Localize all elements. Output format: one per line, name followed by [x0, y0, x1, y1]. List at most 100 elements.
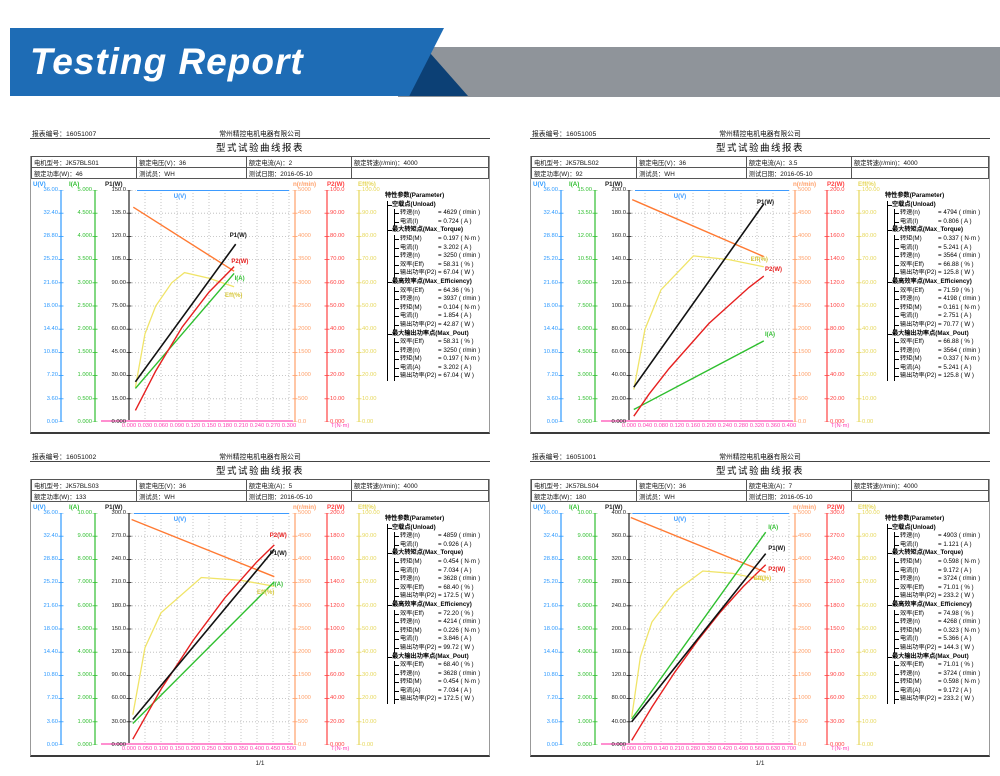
axis-tick-label: 3000 [298, 279, 311, 286]
param-row: 电流(A) = 5.241 ( A ) [895, 364, 991, 373]
param-row: 转速(n) = 3564 ( r/min ) [895, 347, 991, 356]
axis-tick-label: 7.000 [77, 579, 92, 586]
info-cell: 额定电压(V)：36 [136, 479, 247, 491]
curve-label: P1(W) [757, 199, 774, 206]
x-tick-label: 0.280 [733, 423, 749, 429]
info-cell: 额定电压(V)：36 [136, 156, 247, 168]
param-value: = 2.751 ( A ) [938, 312, 972, 320]
param-row: 输出功率(P2) = 99.72 ( W ) [395, 644, 491, 653]
axis-tick-label: 40.00 [362, 326, 377, 332]
info-cell: 测试日期：2016-05-10 [245, 490, 352, 502]
param-rows: 效率(Eff) = 66.88 ( % ) 转速(n) = 3564 ( r/min … [894, 338, 991, 382]
x-tick-label: 0.320 [749, 423, 765, 429]
test-report-panel: 报表编号：16051002 常州精控电机电器有限公司 型式试验曲线报表 电机型号… [30, 448, 490, 771]
x-tick-label: 0.000 [121, 746, 137, 752]
param-label: 电流(I) [400, 312, 419, 320]
axis-tick-label: 2.000 [77, 695, 92, 702]
axis-tick-label: 3500 [798, 579, 811, 586]
info-row: 额定功率(W)：133 测试员：WH 测试日期：2016-05-10 [30, 490, 490, 502]
curve-label: Eff(%) [225, 292, 243, 299]
axis-tick-label: 3.60 [46, 718, 58, 725]
param-value: = 0.337 ( N·m ) [938, 355, 980, 363]
param-value: = 0.724 ( A ) [438, 217, 472, 225]
param-value: = 125.8 ( W ) [938, 372, 974, 380]
axis-tick-label: 40.00 [862, 649, 877, 655]
axis-tick-label: 80.00 [611, 326, 626, 332]
param-label: 输出功率(P2) [400, 592, 437, 600]
param-value: = 4794 ( r/min ) [938, 209, 981, 217]
axis-tick-label: 160.0 [611, 649, 626, 655]
param-sections: 空载点(Unload) 转速(n) = 4629 ( r/min ) 电流(I) = 0… [387, 200, 491, 382]
axis-tick-label: 3000 [798, 279, 811, 286]
report-header-row: 报表编号：16051001 常州精控电机电器有限公司 [530, 448, 990, 462]
curve-P2 [134, 266, 235, 411]
param-label: 效率(Eff) [400, 583, 424, 591]
parameters-tree: 特性参数(Parameter) 空载点(Unload) 转速(n) = 4903 ( … [885, 515, 991, 705]
param-rows: 转矩(M) = 0.598 ( N·m ) 电流(I) = 9.172 ( A ) 转速… [894, 557, 991, 601]
x-axis-labels: 0.000 0.030 0.060 0.090 0.120 0.150 0.180 0.210… [31, 422, 489, 432]
param-row: 效率(Eff) = 71.01 ( % ) [895, 661, 991, 670]
param-row: 转矩(M) = 0.161 ( N·m ) [895, 304, 991, 313]
axis-tick-label: 90.00 [111, 279, 126, 286]
axis-tick-label: 200.0 [830, 186, 845, 193]
axis-tick-label: 0.00 [546, 741, 558, 748]
axis-tick-label: 360.0 [611, 533, 626, 539]
param-label: 转速(n) [400, 618, 420, 626]
param-label: 转速(n) [400, 346, 420, 354]
axis-tick-label: 3.000 [577, 672, 592, 679]
motor-info-table: 电机型号：JK57BLS04 额定电压(V)：36 额定电流(A)：7 额定转速(r/… [530, 479, 990, 502]
curve-I [132, 581, 275, 724]
axis-tick-label: 0.000 [830, 741, 845, 748]
param-row: 转矩(M) = 0.598 ( N·m ) [895, 558, 991, 567]
axis-tick-label: 60.00 [362, 602, 377, 609]
curve-label: Eff(%) [257, 590, 275, 597]
x-tick-label: 0.090 [169, 423, 185, 429]
param-section: 空载点(Unload) 转速(n) = 4629 ( r/min ) 电流(I) = 0… [388, 201, 491, 227]
axis-tick-label: 180.0 [111, 602, 126, 609]
param-section-title: 空载点(Unload) [892, 200, 936, 208]
axis-tick-label: 20.00 [862, 695, 877, 702]
x-tick-label: 0.200 [185, 746, 201, 752]
axis-tick-label: 30.00 [862, 349, 877, 356]
curve-P1 [631, 553, 767, 723]
axis-tick-label: 2500 [298, 625, 311, 632]
param-value: = 3724 ( r/min ) [938, 669, 981, 677]
param-value: = 0.197 ( N·m ) [438, 234, 480, 242]
param-value: = 233.2 ( W ) [938, 695, 974, 703]
param-row: 输出功率(P2) = 144.3 ( W ) [895, 644, 991, 653]
axis-tick-label: 240.0 [111, 556, 126, 563]
report-number: 报表编号：16051005 [532, 131, 597, 138]
axis-tick-label: 0.0 [298, 418, 307, 425]
x-tick-label: 0.150 [201, 423, 217, 429]
axis-name: Eff(%) [858, 181, 876, 188]
curve-label: I(A) [234, 276, 245, 283]
info-row: 电机型号：JK57BLS03 额定电压(V)：36 额定电流(A)：5 额定转速(r/… [30, 479, 490, 491]
axis-name: P1(W) [105, 181, 123, 188]
param-label: 转矩(M) [900, 234, 922, 242]
param-row: 输出功率(P2) = 67.04 ( W ) [395, 372, 491, 381]
axis-tick-label: 6.000 [577, 326, 592, 332]
axis-tick-label: 10.00 [577, 509, 592, 516]
axis-tick-label: 1500 [798, 672, 811, 679]
axis-tick-label: 5.000 [77, 186, 92, 193]
report-body: 电机型号：JK57BLS03 额定电压(V)：36 额定电流(A)：5 额定转速(r/… [30, 479, 490, 757]
axis-tick-label: 60.00 [330, 279, 345, 286]
param-label: 转速(n) [400, 532, 420, 540]
param-value: = 1.854 ( A ) [438, 312, 472, 320]
param-label: 输出功率(P2) [900, 269, 937, 277]
param-value: = 172.5 ( W ) [438, 592, 474, 600]
x-tick-label: 0.700 [781, 746, 797, 752]
param-label: 电流(I) [900, 217, 919, 225]
x-tick-label: 0.150 [169, 746, 185, 752]
motor-info-table: 电机型号：JK57BLS03 额定电压(V)：36 额定电流(A)：5 额定转速(r/… [30, 479, 490, 502]
axis-tick-label: 14.40 [43, 326, 58, 332]
curve-I [631, 531, 767, 720]
axis-tick-label: 200.0 [611, 186, 626, 193]
param-value: = 0.337 ( N·m ) [938, 234, 980, 242]
params-title: 特性参数(Parameter) [885, 515, 945, 522]
axis-name: P1(W) [605, 504, 623, 511]
axis-tick-label: 40.00 [830, 372, 845, 379]
axis-tick-label: 10.80 [543, 672, 558, 679]
curve-Eff [631, 570, 766, 718]
axis-tick-label: 1.000 [77, 718, 92, 725]
